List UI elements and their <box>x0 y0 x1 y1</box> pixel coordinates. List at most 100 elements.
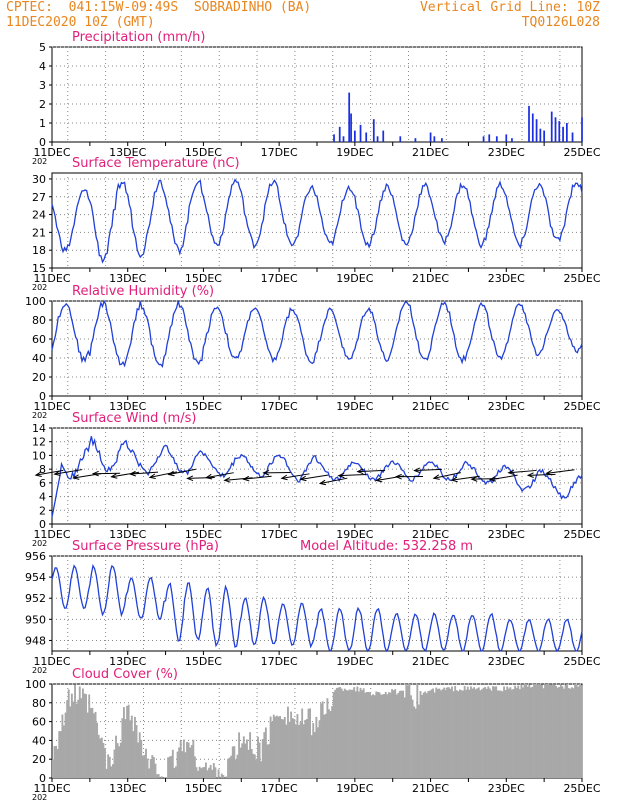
cloud-bar <box>373 695 376 778</box>
cloud-bar <box>503 686 506 778</box>
y-tick-label: 0 <box>39 136 46 149</box>
cloud-bar <box>468 689 471 778</box>
x-year-stub: 202 <box>32 157 47 166</box>
x-tick-label: 13DEC <box>109 782 146 795</box>
wind-arrow-head <box>356 468 364 475</box>
cloud-bar <box>66 700 69 778</box>
cloud-bar <box>108 756 111 778</box>
cloud-bar <box>440 690 442 778</box>
cloud-bar <box>309 708 311 778</box>
cloud-bar <box>422 692 425 778</box>
cloud-bar <box>69 706 72 778</box>
cloud-bar <box>91 707 94 778</box>
cloud-bar <box>111 764 114 778</box>
cloud-bar <box>537 684 540 778</box>
wind-arrow-shaft <box>224 477 253 481</box>
cloud-bar <box>53 746 56 778</box>
wind-arrow-shaft <box>130 471 159 475</box>
y-tick-label: 4 <box>39 60 46 73</box>
precip-bar <box>565 123 568 142</box>
y-tick-label: 4 <box>39 491 46 504</box>
cloud-bar <box>343 688 346 778</box>
x-tick-label: 11DEC <box>33 655 70 668</box>
model-altitude: Model Altitude: 532.258 m <box>300 539 473 554</box>
cloud-bar <box>195 767 198 778</box>
cloud-bar <box>277 716 280 778</box>
cloud-bar <box>399 690 401 778</box>
cloud-bar <box>539 684 542 778</box>
cloud-bar <box>293 719 296 778</box>
precip-bar <box>338 126 341 142</box>
rh-series-line <box>51 299 583 368</box>
wind-arrow-head <box>413 467 421 474</box>
y-tick-label: 80 <box>32 314 46 327</box>
cloud-bar <box>424 691 427 778</box>
wind-arrow-shaft <box>433 472 461 479</box>
x-tick-label: 13DEC <box>109 272 146 285</box>
cloud-bar <box>471 688 474 778</box>
cloud-bar <box>189 747 192 778</box>
cloud-bar <box>406 685 409 778</box>
cloud-bar <box>466 686 469 778</box>
panel-frame <box>51 46 583 143</box>
cloud-bar <box>580 685 583 778</box>
cloud-bar <box>403 697 406 778</box>
cloud-bar <box>124 719 127 778</box>
cloud-bar <box>533 684 535 778</box>
wind-arrow-head <box>299 475 307 482</box>
cloud-bar <box>481 689 483 778</box>
cloud-bar <box>326 698 329 778</box>
cloud-bar <box>515 687 518 778</box>
cloud-bar <box>331 706 334 778</box>
cloud-bar <box>134 716 136 778</box>
cloud-bar <box>405 684 408 778</box>
precip-bar <box>376 136 379 142</box>
cloud-bar <box>328 709 330 778</box>
cloud-bar <box>378 692 381 778</box>
cloud-bar <box>198 766 201 778</box>
cloud-bar <box>255 760 258 778</box>
cloud-bar <box>171 749 174 778</box>
cloud-bar <box>173 768 176 778</box>
cloud-bar <box>321 701 324 778</box>
cloud-bar <box>315 716 318 778</box>
cloud-bar <box>264 727 267 778</box>
cloud-bar <box>525 684 528 778</box>
cloud-bar <box>501 691 504 778</box>
cloud-bar <box>67 689 70 778</box>
cloud-bar <box>474 689 477 778</box>
wind-arrow-shaft <box>54 469 83 475</box>
cloud-bar <box>518 689 521 778</box>
cloud-bar <box>104 748 106 778</box>
precip-bar <box>535 119 538 142</box>
x-tick-label: 23DEC <box>488 272 525 285</box>
cloud-bar <box>59 731 62 778</box>
y-tick-label: 952 <box>25 592 46 605</box>
cloud-bar <box>402 690 405 778</box>
wind-arrow-shaft <box>451 475 480 481</box>
precip-bar <box>488 134 491 142</box>
x-tick-label: 19DEC <box>336 655 373 668</box>
panel-cloud: 0 20 40 60 80 100 11DEC 13DEC 15DEC 17DEC 19DEC 21D… <box>25 667 601 800</box>
precip-bar <box>342 136 345 142</box>
cloud-bar <box>384 691 387 778</box>
cloud-bar <box>569 688 572 778</box>
precip-bar <box>562 126 564 142</box>
cloud-bar <box>283 716 286 778</box>
cloud-bar <box>269 716 272 778</box>
cloud-bar <box>493 686 496 778</box>
cloud-bar <box>294 724 297 778</box>
cloud-bar <box>77 699 80 778</box>
precip-bar <box>495 136 498 142</box>
y-tick-label: 20 <box>32 753 46 766</box>
wind-arrow-head <box>205 473 213 480</box>
cloud-bar <box>354 691 357 778</box>
wind-arrow-shaft <box>546 469 575 474</box>
wind-arrow-shaft <box>357 469 386 473</box>
cloud-bar <box>345 689 348 778</box>
cloud-bar <box>574 684 576 778</box>
wind-arrow-shaft <box>168 468 196 475</box>
cloud-bar <box>540 684 543 778</box>
y-tick-label: 10 <box>32 449 46 462</box>
cloud-bar <box>473 687 476 778</box>
